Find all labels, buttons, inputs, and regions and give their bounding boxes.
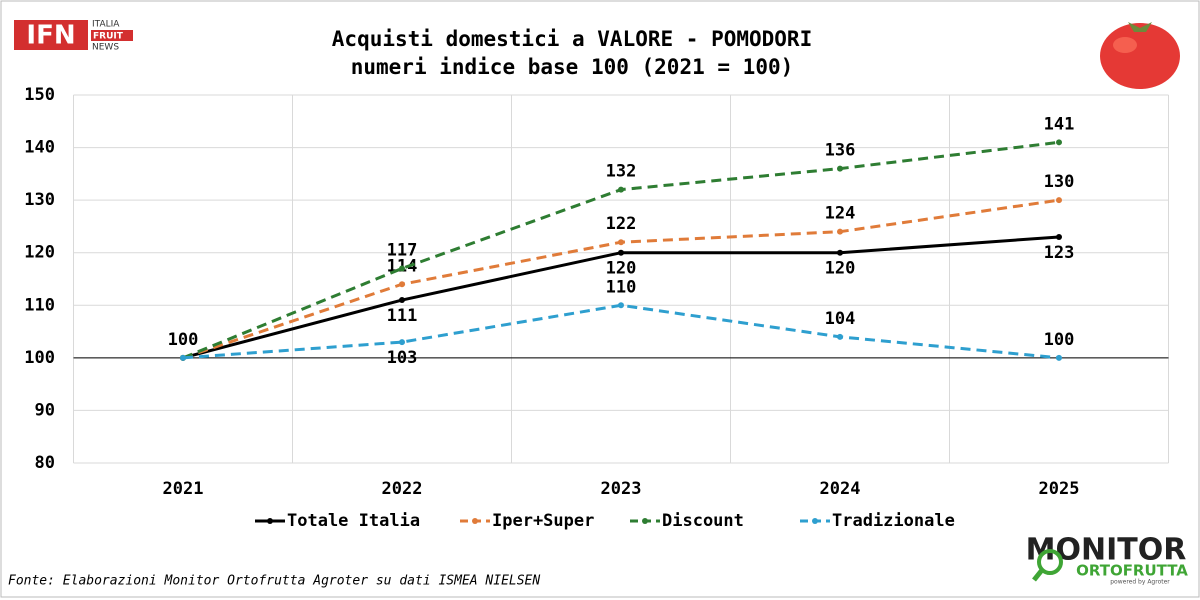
y-tick-label: 130 [24, 190, 55, 210]
magnifier [1037, 549, 1063, 575]
y-tick-label: 100 [24, 348, 55, 368]
series-point [180, 354, 186, 361]
data-label: 130 [1044, 172, 1075, 192]
series-point [399, 281, 405, 288]
x-tick-label: 2023 [601, 479, 642, 499]
ifn-logo-box [14, 20, 88, 50]
data-label: 132 [606, 162, 637, 182]
data-label: 100 [1044, 330, 1075, 350]
series-point [399, 339, 405, 346]
y-tick-label: 120 [24, 243, 55, 263]
x-tick-label: 2025 [1039, 479, 1080, 499]
series-point [837, 165, 843, 172]
tomato-body [1100, 23, 1180, 89]
ifn-line: FRUIT [93, 32, 124, 42]
chart-subtitle: numeri indice base 100 (2021 = 100) [351, 55, 794, 79]
powered-text: powered by Agroter [1110, 579, 1170, 586]
magnifier-handle [1032, 568, 1044, 582]
series-point [1056, 233, 1062, 240]
series-point [618, 302, 624, 309]
tomato-icon [1100, 22, 1180, 89]
ifn-logo: IFN ITALIA FRUIT NEWS [14, 20, 133, 53]
series-point [1056, 139, 1062, 146]
data-label: 100 [168, 330, 199, 350]
ortofrutta-text: ORTOFRUTTA [1076, 562, 1188, 580]
data-label: 104 [825, 309, 856, 329]
y-tick-label: 140 [24, 138, 55, 158]
series-point [618, 186, 624, 193]
ifn-text: IFN [26, 21, 75, 51]
series-point [399, 265, 405, 272]
data-label: 110 [606, 277, 637, 297]
series-point [837, 333, 843, 340]
legend-label: Totale Italia [287, 511, 420, 531]
ifn-line: NEWS [92, 43, 119, 53]
data-label: 122 [606, 214, 637, 234]
y-tick-label: 90 [35, 400, 55, 420]
ifn-line: ITALIA [92, 20, 120, 30]
data-label: 120 [825, 259, 856, 279]
data-label: 111 [387, 306, 418, 326]
legend-dot [812, 518, 818, 524]
source-note: Fonte: Elaborazioni Monitor Ortofrutta A… [8, 574, 540, 589]
ifn-line-box [91, 30, 133, 41]
data-label: 141 [1044, 114, 1075, 134]
monitor-logo: MONITOR ORTOFRUTTA powered by Agroter [1026, 533, 1189, 586]
series-point [837, 249, 843, 256]
series-point [618, 239, 624, 246]
series-point [1056, 354, 1062, 361]
y-tick-label: 80 [35, 453, 55, 473]
series-point [618, 249, 624, 256]
data-label: 120 [606, 259, 637, 279]
tomato-shine [1113, 37, 1137, 53]
legend-dot [642, 518, 648, 524]
series-point [1056, 197, 1062, 204]
series-point [837, 228, 843, 235]
legend-dot [267, 518, 273, 524]
x-tick-label: 2021 [163, 479, 204, 499]
series-point [399, 297, 405, 304]
legend-label: Iper+Super [492, 511, 594, 531]
legend-label: Tradizionale [832, 511, 955, 531]
data-label: 123 [1044, 243, 1075, 263]
legend-label: Discount [662, 511, 744, 531]
tomato-leaf [1128, 22, 1152, 32]
x-tick-label: 2022 [382, 479, 423, 499]
data-label: 117 [387, 240, 418, 260]
y-tick-label: 110 [24, 295, 55, 315]
data-label: 124 [825, 204, 856, 224]
x-tick-label: 2024 [820, 479, 861, 499]
legend-dot [472, 518, 478, 524]
chart-title: Acquisti domestici a VALORE - POMODORI [332, 27, 812, 51]
y-tick-label: 150 [24, 85, 55, 105]
data-label: 136 [825, 141, 856, 161]
data-label: 103 [387, 348, 418, 368]
